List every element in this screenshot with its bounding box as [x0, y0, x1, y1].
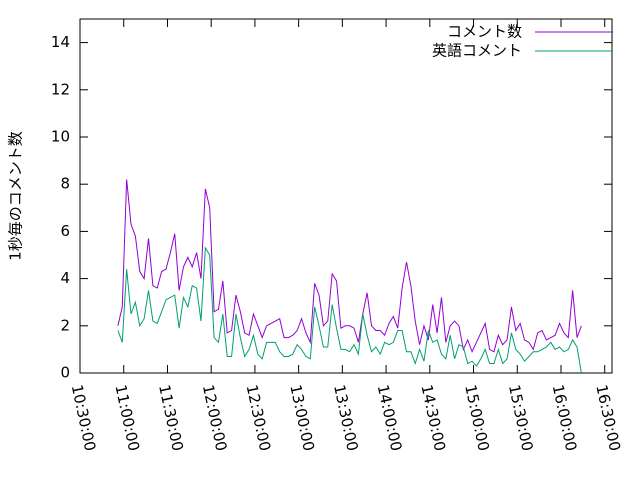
series-line: [117, 246, 582, 374]
x-tick-label: 16:00:00: [549, 383, 581, 453]
y-axis-label: 1秒毎のコメント数: [7, 131, 25, 261]
x-tick-label: 16:30:00: [592, 383, 624, 453]
x-tick-label: 15:30:00: [505, 383, 537, 453]
series-line: [117, 179, 582, 354]
x-tick-label: 11:00:00: [111, 383, 143, 453]
x-tick-label: 10:30:00: [68, 383, 100, 453]
y-tick-label: 4: [60, 269, 70, 287]
y-tick-label: 2: [60, 316, 70, 334]
x-tick-label: 13:00:00: [286, 383, 318, 453]
y-tick-label: 14: [51, 33, 70, 51]
legend-label: 英語コメント: [432, 42, 522, 60]
y-tick-label: 10: [51, 128, 70, 146]
y-tick-label: 12: [51, 80, 70, 98]
x-tick-label: 12:00:00: [199, 383, 231, 453]
legend-label: コメント数: [447, 23, 522, 41]
x-tick-label: 12:30:00: [243, 383, 275, 453]
y-tick-label: 6: [60, 222, 70, 240]
x-tick-label: 15:00:00: [461, 383, 493, 453]
x-tick-label: 13:30:00: [330, 383, 362, 453]
x-tick-label: 14:30:00: [417, 383, 449, 453]
x-tick-label: 14:00:00: [374, 383, 406, 453]
y-tick-label: 0: [60, 364, 70, 382]
y-tick-label: 8: [60, 175, 70, 193]
x-tick-label: 11:30:00: [155, 383, 187, 453]
plot-frame: [79, 18, 613, 374]
